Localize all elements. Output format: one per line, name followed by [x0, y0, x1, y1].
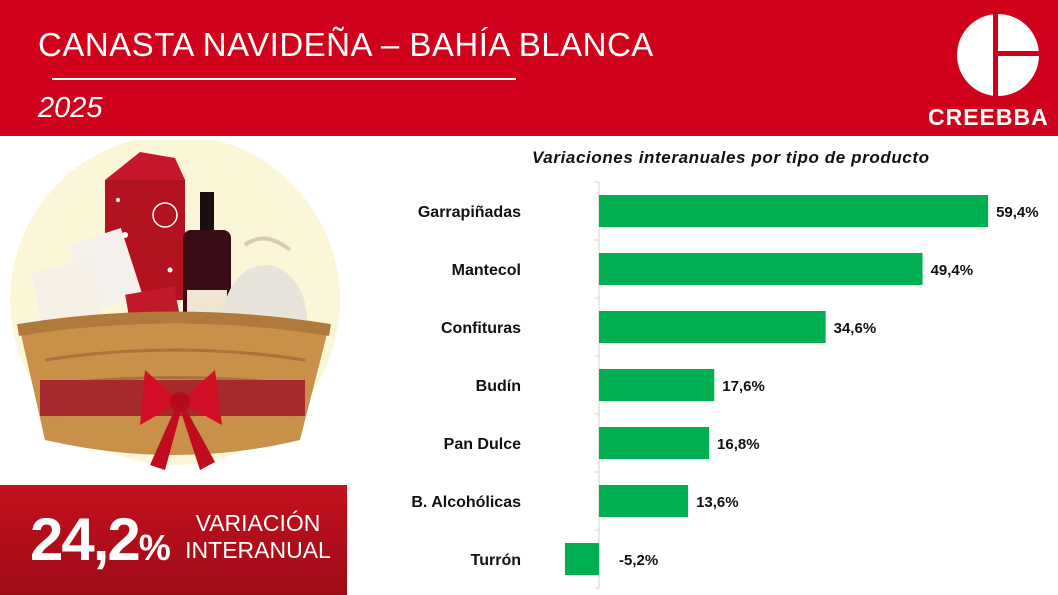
category-label: Confituras [441, 320, 521, 337]
bar [599, 311, 826, 343]
creebba-logo-icon [957, 14, 1040, 96]
bar [599, 253, 923, 285]
category-label: Garrapiñadas [418, 204, 521, 221]
stat-unit: % [138, 527, 171, 568]
bar [599, 369, 715, 401]
bar [599, 195, 989, 227]
data-label: 13,6% [696, 494, 739, 511]
data-label: 17,6% [722, 378, 765, 395]
bar [599, 485, 689, 517]
bar [564, 543, 599, 575]
data-label: 59,4% [996, 204, 1039, 221]
data-label: 34,6% [834, 320, 877, 337]
header-banner: CANASTA NAVIDEÑA – BAHÍA BLANCA 2025 CRE… [0, 0, 1058, 136]
category-label: Pan Dulce [444, 436, 521, 453]
stat-label: VARIACIÓN INTERANUAL [183, 510, 333, 564]
stat-value: 24,2% [30, 506, 171, 573]
stat-label-line1: VARIACIÓN [195, 510, 321, 536]
stat-highlight-box [0, 485, 347, 595]
data-label: 16,8% [717, 436, 760, 453]
category-label: B. Alcohólicas [411, 494, 521, 511]
chart-title: Variaciones interanuales por tipo de pro… [532, 148, 930, 167]
christmas-basket-image [10, 140, 340, 470]
category-label: Mantecol [452, 262, 521, 279]
stat-label-line2: INTERANUAL [185, 537, 331, 563]
bar [599, 427, 710, 459]
bar-chart: Garrapiñadas 59,4% Mantecol 49,4% Confituras… [411, 181, 1039, 589]
category-label: Budín [476, 378, 521, 395]
data-label: -5,2% [619, 552, 658, 569]
page-title: CANASTA NAVIDEÑA – BAHÍA BLANCA [38, 26, 654, 63]
data-label: 49,4% [931, 262, 974, 279]
page-year: 2025 [38, 92, 103, 124]
category-label: Turrón [471, 552, 521, 569]
title-divider [52, 78, 516, 80]
logo-wordmark: CREEBBA [928, 104, 1049, 130]
